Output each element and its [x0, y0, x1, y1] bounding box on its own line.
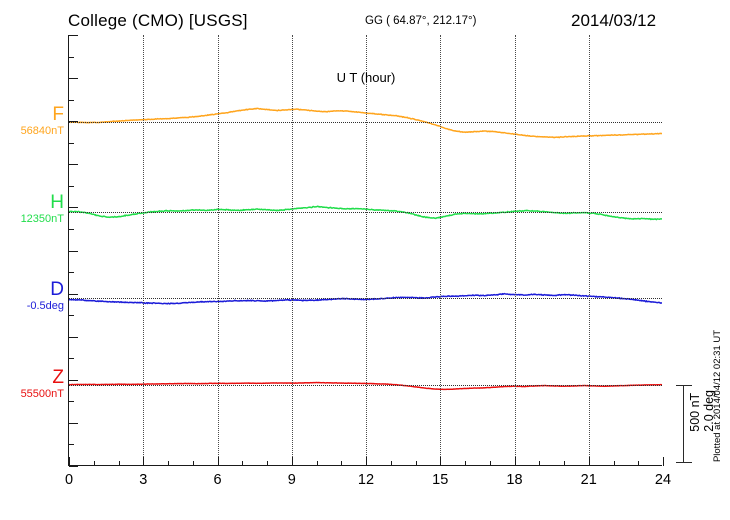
y-tick-2 — [69, 78, 78, 80]
observation-date: 2014/03/12 — [571, 11, 657, 30]
y-tick-12 — [69, 293, 78, 295]
gridline-h6 — [217, 35, 219, 465]
x-tick-label-24: 24 — [654, 472, 672, 488]
channel-value-d: -0.5deg — [26, 300, 64, 312]
x-tick-label-9: 9 — [287, 472, 296, 488]
baseline-z — [69, 385, 662, 386]
x-tick-7 — [242, 461, 244, 466]
x-tick-23 — [638, 461, 640, 466]
gridline-h9 — [291, 35, 293, 465]
channel-label-f: F 56840nT — [2, 105, 64, 138]
geographic-coordinates: GG ( 64.87°, 212.17°) — [365, 15, 477, 27]
x-axis-title: U T (hour) — [336, 70, 396, 85]
gridline-h15 — [440, 35, 442, 465]
channel-label-h: H 12350nT — [2, 193, 64, 226]
y-tick-11 — [69, 272, 74, 274]
x-tick-label-3: 3 — [139, 472, 148, 488]
x-tick-8 — [267, 461, 268, 466]
scale-bar-stem — [683, 385, 684, 463]
x-tick-14 — [415, 461, 417, 466]
x-tick-18 — [514, 457, 516, 466]
x-tick-label-0: 0 — [64, 472, 74, 488]
channel-label-column: F 56840nT H 12350nT D -0.5deg Z 55500nT — [0, 0, 64, 520]
x-tick-24 — [663, 457, 664, 466]
x-tick-3 — [143, 457, 145, 466]
x-tick-20 — [564, 461, 565, 466]
x-tick-4 — [168, 461, 169, 466]
x-tick-16 — [465, 461, 466, 466]
y-tick-6 — [69, 164, 78, 166]
station-title: College (CMO) [USGS] — [68, 11, 248, 30]
baseline-h — [69, 212, 662, 213]
scale-bar — [676, 385, 692, 463]
y-tick-5 — [69, 142, 74, 144]
y-tick-1 — [69, 56, 74, 58]
channel-value-z: 55500nT — [20, 388, 64, 400]
baseline-f — [69, 122, 662, 123]
baseline-d — [69, 298, 662, 299]
x-tick-1 — [93, 461, 95, 466]
x-tick-12 — [366, 457, 367, 466]
channel-symbol-z: Z — [52, 367, 64, 388]
gridline-h21 — [588, 35, 590, 465]
y-tick-14 — [69, 336, 78, 338]
gridline-h18 — [514, 35, 516, 465]
y-tick-7 — [69, 185, 74, 187]
magnetogram-plot-area: 0 3 6 9 12 15 18 21 24 U T (hour) — [65, 35, 671, 488]
channel-symbol-d: D — [50, 279, 64, 300]
y-tick-20 — [69, 466, 78, 467]
y-tick-18 — [69, 422, 78, 424]
x-tick-21 — [588, 457, 590, 466]
x-tick-6 — [217, 457, 219, 466]
gridline-h12 — [366, 35, 367, 465]
y-tick-13 — [69, 315, 74, 317]
channel-symbol-f: F — [52, 104, 64, 125]
x-tick-label-6: 6 — [213, 472, 222, 488]
x-tick-label-12: 12 — [357, 472, 375, 488]
y-tick-17 — [69, 401, 74, 403]
plot-timestamp: Plotted at 2014/04/12 02:31 UT — [712, 330, 723, 463]
channel-value-h: 12350nT — [20, 213, 64, 225]
y-tick-10 — [69, 250, 78, 252]
x-tick-0 — [69, 457, 70, 466]
y-tick-15 — [69, 358, 74, 360]
y-tick-4 — [69, 121, 78, 123]
x-tick-22 — [613, 461, 615, 466]
x-tick-11 — [341, 461, 343, 466]
x-tick-2 — [118, 461, 120, 466]
x-tick-label-21: 21 — [580, 472, 597, 488]
x-tick-9 — [291, 457, 293, 466]
x-tick-10 — [316, 461, 318, 466]
scale-bar-cap-top — [676, 385, 692, 386]
x-tick-17 — [489, 461, 491, 466]
channel-symbol-h: H — [50, 192, 64, 213]
y-tick-8 — [69, 207, 78, 209]
y-tick-19 — [69, 444, 74, 446]
scale-bar-cap-bottom — [676, 462, 692, 463]
x-tick-15 — [440, 457, 442, 466]
channel-label-d: D -0.5deg — [2, 280, 64, 313]
y-tick-3 — [69, 99, 74, 101]
x-tick-19 — [539, 461, 541, 466]
x-tick-5 — [192, 461, 194, 466]
channel-label-z: Z 55500nT — [2, 368, 64, 401]
y-tick-9 — [69, 228, 74, 230]
channel-value-f: 56840nT — [20, 125, 64, 137]
gridline-h3 — [143, 35, 145, 465]
plot-inner — [69, 35, 662, 465]
x-tick-label-15: 15 — [432, 472, 449, 488]
y-tick-0 — [69, 35, 78, 36]
x-tick-label-18: 18 — [506, 472, 523, 488]
x-tick-13 — [390, 461, 392, 466]
y-tick-16 — [69, 379, 78, 381]
